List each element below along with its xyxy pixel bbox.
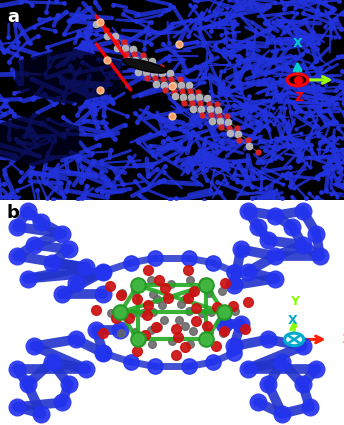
Text: Z: Z bbox=[342, 333, 344, 346]
Circle shape bbox=[287, 74, 308, 86]
Text: X: X bbox=[288, 314, 297, 327]
Text: Y: Y bbox=[290, 295, 299, 308]
Text: Z: Z bbox=[295, 91, 304, 104]
Circle shape bbox=[284, 333, 304, 346]
Polygon shape bbox=[0, 113, 79, 167]
Ellipse shape bbox=[122, 59, 166, 73]
Text: X: X bbox=[293, 37, 302, 50]
Text: b: b bbox=[7, 204, 20, 222]
Polygon shape bbox=[15, 47, 122, 105]
Text: a: a bbox=[7, 8, 19, 26]
